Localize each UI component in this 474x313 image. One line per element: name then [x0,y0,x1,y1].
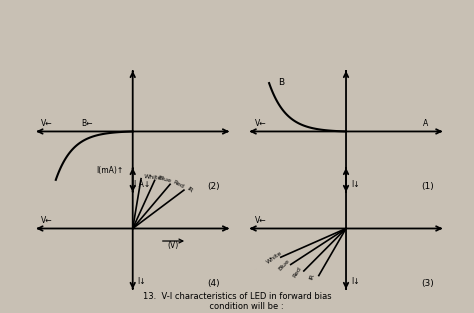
Text: (2): (2) [208,182,220,191]
Text: Blue: Blue [157,175,172,184]
Text: B: B [278,78,284,87]
Text: Blue: Blue [278,259,291,272]
Text: A: A [423,119,428,128]
Text: Red: Red [173,180,185,190]
Text: (4): (4) [208,279,220,288]
Text: Red: Red [292,265,302,278]
Text: B←: B← [82,119,93,128]
Text: I↓: I↓ [137,277,146,285]
Text: I↓: I↓ [351,277,359,285]
Text: V←: V← [41,119,53,128]
Text: I A↓: I A↓ [134,180,150,188]
Text: V←: V← [41,216,53,225]
Text: I↓: I↓ [351,180,359,188]
Text: I(mA)↑: I(mA)↑ [97,167,124,175]
Text: IR: IR [309,273,315,280]
Text: (1): (1) [421,182,434,191]
Text: (V): (V) [168,241,179,250]
Text: White: White [265,250,283,265]
Text: 13.  V-I characteristics of LED in forward bias
       condition will be :: 13. V-I characteristics of LED in forwar… [143,292,331,311]
Text: IR: IR [186,186,194,194]
Text: V←: V← [255,216,266,225]
Text: (3): (3) [421,279,434,288]
Text: White: White [144,174,162,181]
Text: V←: V← [255,119,266,128]
